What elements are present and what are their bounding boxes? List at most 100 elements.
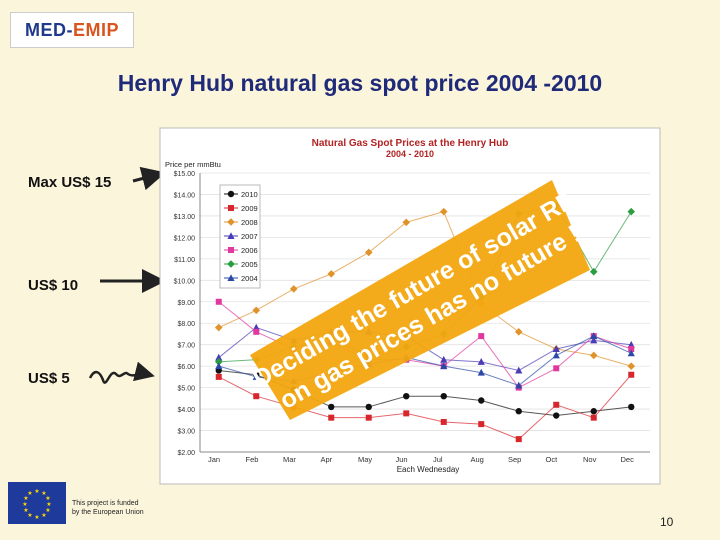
legend-label: 2008 <box>241 218 258 227</box>
data-point <box>228 205 234 211</box>
data-point <box>402 218 411 227</box>
x-tick-label: May <box>358 455 372 464</box>
x-tick-label: Aug <box>471 455 484 464</box>
med-emip-logo: MED- EMIP <box>10 12 134 48</box>
y-tick-label: $11.00 <box>174 257 195 264</box>
legend-label: 2007 <box>241 232 258 241</box>
data-point <box>553 365 560 372</box>
chart-legend: 2010 2009 2008 2007 2006 2005 2004 <box>219 184 261 289</box>
data-point <box>215 298 222 305</box>
arrow-low-squiggle <box>88 361 155 384</box>
x-tick-label: Jun <box>396 455 408 464</box>
data-point <box>227 274 235 281</box>
logo-part1: MED- <box>24 19 73 40</box>
data-point <box>403 410 410 417</box>
data-point <box>227 190 235 198</box>
data-point <box>440 355 448 363</box>
x-tick-label: Jul <box>433 455 443 464</box>
y-tick-label: $15.00 <box>174 171 196 178</box>
svg-text:★: ★ <box>22 501 27 508</box>
data-point <box>478 421 485 428</box>
data-point <box>590 408 597 415</box>
mid-price-label: US$ 10 <box>28 277 79 294</box>
data-point <box>253 328 260 335</box>
logo-part2: EMIP <box>72 19 119 40</box>
data-point <box>589 267 598 276</box>
svg-text:★: ★ <box>41 512 46 519</box>
data-point <box>440 393 447 400</box>
chart-title: Natural Gas Spot Prices at the Henry Hub <box>312 138 509 149</box>
x-axis-label: Each Wednesday <box>397 465 460 474</box>
data-point <box>439 207 448 216</box>
svg-text:★: ★ <box>45 507 50 514</box>
legend-label: 2006 <box>241 246 258 255</box>
x-tick-labels: Jan Feb Mar Apr May Jun Jul Aug Sep Oct Nov Dec <box>208 455 634 464</box>
y-tick-label: $10.00 <box>174 278 196 285</box>
data-point <box>552 345 560 352</box>
x-tick-label: Nov <box>583 455 597 464</box>
svg-text:★: ★ <box>41 490 46 497</box>
y-tick-label: $12.00 <box>174 235 196 242</box>
y-tick-labels: $2.00 $3.00 $4.00 $5.00 $6.00 $7.00 $8.00 $9.00… <box>174 171 196 457</box>
low-price-label: US$ 5 <box>28 370 70 387</box>
data-point <box>478 397 485 404</box>
data-point <box>328 414 335 421</box>
data-point <box>227 260 235 268</box>
eu-funding-line1: This project is funded <box>72 500 139 507</box>
data-point <box>552 351 560 359</box>
data-point <box>328 403 335 411</box>
x-tick-label: Sep <box>508 455 521 464</box>
svg-text:★: ★ <box>27 490 32 497</box>
data-point <box>289 285 298 293</box>
data-point <box>227 218 235 226</box>
data-point <box>215 353 223 361</box>
data-point <box>477 368 485 376</box>
data-point <box>628 403 635 411</box>
legend-label: 2005 <box>241 260 258 269</box>
series-2008 <box>214 207 636 370</box>
y-tick-label: $2.00 <box>177 450 195 457</box>
data-point <box>627 349 635 357</box>
eu-flag-icon: ★ ★ ★ ★ ★ ★ ★ ★ ★ ★ ★ ★ <box>8 482 66 524</box>
data-point <box>515 381 523 389</box>
data-point <box>514 328 523 336</box>
data-point <box>365 414 372 421</box>
data-point <box>252 306 261 315</box>
arrow-max <box>132 166 166 191</box>
legend-label: 2010 <box>241 190 258 199</box>
data-point <box>628 371 635 378</box>
eu-funding-text: This project is funded by the European U… <box>72 499 144 517</box>
x-tick-label: Jan <box>208 455 220 464</box>
y-tick-label: $14.00 <box>174 192 196 199</box>
x-tick-label: Dec <box>621 455 635 464</box>
data-point <box>215 373 222 380</box>
data-point <box>515 436 522 443</box>
overlay-box <box>250 180 590 420</box>
data-point <box>364 248 373 257</box>
svg-text:★: ★ <box>34 488 39 495</box>
y-tick-label: $3.00 <box>177 429 195 436</box>
data-point <box>440 418 447 425</box>
data-point <box>515 366 523 374</box>
y-tick-label: $6.00 <box>177 364 195 371</box>
data-point <box>590 414 597 421</box>
legend-label: 2009 <box>241 204 258 213</box>
svg-text:★: ★ <box>34 514 39 521</box>
data-point <box>253 393 260 400</box>
legend-label: 2004 <box>241 274 258 283</box>
y-tick-label: $7.00 <box>177 343 195 350</box>
data-point <box>252 373 260 380</box>
svg-text:★: ★ <box>23 495 28 502</box>
data-point <box>214 358 223 366</box>
eu-stars: ★ ★★★ ★★★★ ★★★★ <box>22 488 51 521</box>
x-tick-label: Mar <box>283 455 296 464</box>
data-point <box>228 247 234 253</box>
data-point <box>589 351 598 360</box>
y-axis-label: Price per mmBtu <box>165 160 221 169</box>
chart-subtitle: 2004 - 2010 <box>386 149 434 159</box>
svg-text:★: ★ <box>27 512 32 519</box>
data-point <box>403 393 410 400</box>
svg-text:★: ★ <box>45 495 50 502</box>
data-point <box>327 270 336 278</box>
